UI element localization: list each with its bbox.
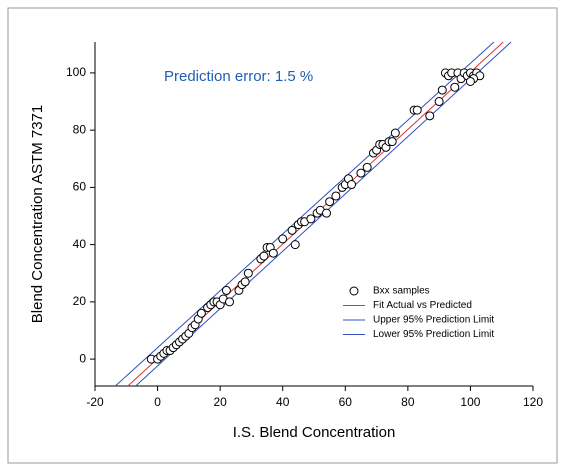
x-tick-label: 100: [460, 395, 480, 409]
legend-marker: [349, 286, 359, 296]
sample-point: [387, 137, 397, 147]
y-tick-label: 40: [73, 237, 87, 251]
x-axis-title: I.S. Blend Concentration: [233, 424, 396, 441]
sample-point: [240, 277, 250, 287]
sample-point: [437, 85, 447, 95]
sample-point: [362, 162, 372, 172]
sample-point: [434, 97, 444, 107]
sample-point: [268, 248, 278, 258]
sample-point: [259, 251, 269, 261]
sample-point: [347, 180, 357, 190]
y-tick-label: 80: [73, 122, 87, 136]
sample-point: [306, 214, 316, 224]
sample-point: [225, 297, 235, 307]
sample-point: [196, 308, 206, 318]
annotation: Prediction error: 1.5 %: [164, 68, 313, 85]
legend-label: Lower 95% Prediction Limit: [373, 329, 494, 340]
sample-point: [322, 208, 332, 218]
sample-point: [412, 105, 422, 115]
x-tick-label: 60: [339, 395, 353, 409]
y-tick-label: 20: [73, 294, 87, 308]
legend-label: Upper 95% Prediction Limit: [373, 315, 494, 326]
sample-point: [290, 240, 300, 250]
sample-point: [325, 197, 335, 207]
sample-point: [287, 225, 297, 235]
x-tick-label: 80: [401, 395, 415, 409]
sample-point: [425, 111, 435, 121]
sample-point: [356, 168, 366, 178]
x-tick-label: 40: [276, 395, 290, 409]
x-tick-label: -20: [86, 395, 104, 409]
sample-point: [331, 191, 341, 201]
sample-point: [390, 128, 400, 138]
legend-label: Fit Actual vs Predicted: [373, 300, 472, 311]
sample-point: [465, 76, 475, 86]
sample-point: [243, 268, 253, 278]
x-tick-label: 0: [154, 395, 161, 409]
x-tick-label: 120: [523, 395, 543, 409]
y-tick-label: 100: [66, 65, 86, 79]
fit-line: [114, 41, 495, 387]
y-tick-label: 0: [79, 351, 86, 365]
sample-point: [221, 285, 231, 295]
legend-label: Bxx samples: [373, 286, 430, 297]
sample-point: [278, 234, 288, 244]
sample-point: [450, 82, 460, 92]
y-axis-title: Blend Concentration ASTM 7371: [29, 105, 46, 323]
x-tick-label: 20: [213, 395, 227, 409]
y-tick-label: 60: [73, 180, 87, 194]
